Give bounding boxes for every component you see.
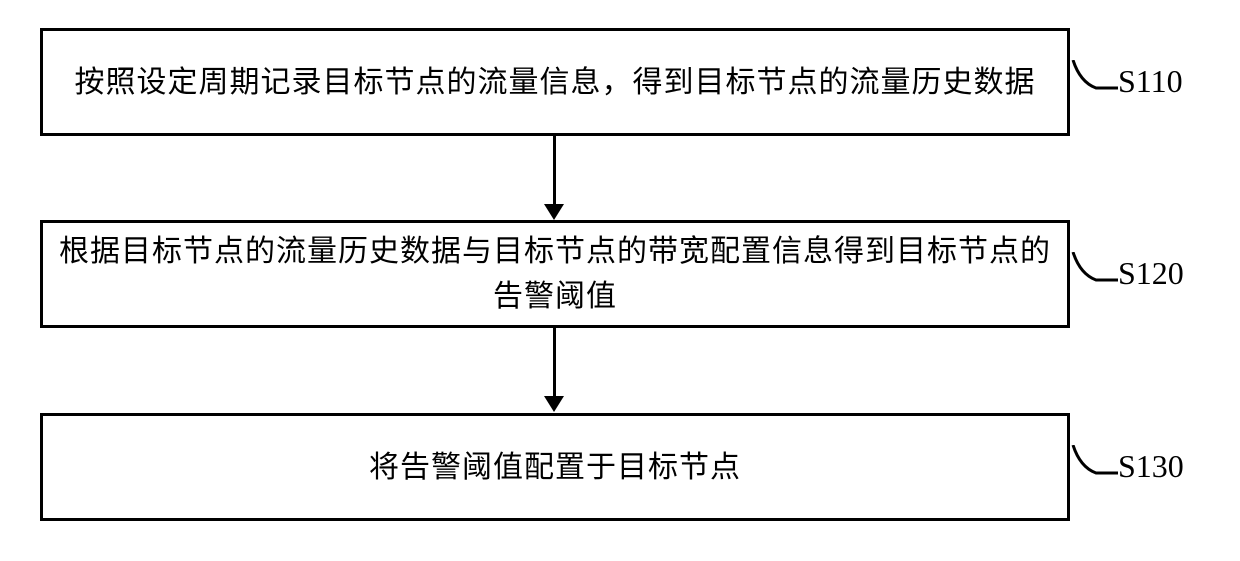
arrow-head-icon	[544, 204, 564, 220]
flowchart-container: 按照设定周期记录目标节点的流量信息，得到目标节点的流量历史数据 S110 根据目…	[0, 0, 1240, 561]
step-label-text: S110	[1118, 63, 1183, 100]
flow-step-box: 根据目标节点的流量历史数据与目标节点的带宽配置信息得到目标节点的告警阈值	[40, 220, 1070, 328]
flow-step-label: S130	[1068, 445, 1184, 487]
step-label-text: S120	[1118, 255, 1184, 292]
connector-curve-icon	[1068, 60, 1118, 102]
connector-curve-icon	[1068, 252, 1118, 294]
flow-step-label: S110	[1068, 60, 1183, 102]
flow-step-text: 按照设定周期记录目标节点的流量信息，得到目标节点的流量历史数据	[75, 60, 1036, 105]
connector-curve-icon	[1068, 445, 1118, 487]
flow-step-text: 将告警阈值配置于目标节点	[369, 445, 741, 490]
arrow-line	[553, 136, 556, 204]
arrow-head-icon	[544, 396, 564, 412]
flow-step-label: S120	[1068, 252, 1184, 294]
flow-step-box: 按照设定周期记录目标节点的流量信息，得到目标节点的流量历史数据	[40, 28, 1070, 136]
flow-step-box: 将告警阈值配置于目标节点	[40, 413, 1070, 521]
flow-step-text: 根据目标节点的流量历史数据与目标节点的带宽配置信息得到目标节点的告警阈值	[59, 229, 1051, 319]
step-label-text: S130	[1118, 448, 1184, 485]
arrow-line	[553, 328, 556, 396]
